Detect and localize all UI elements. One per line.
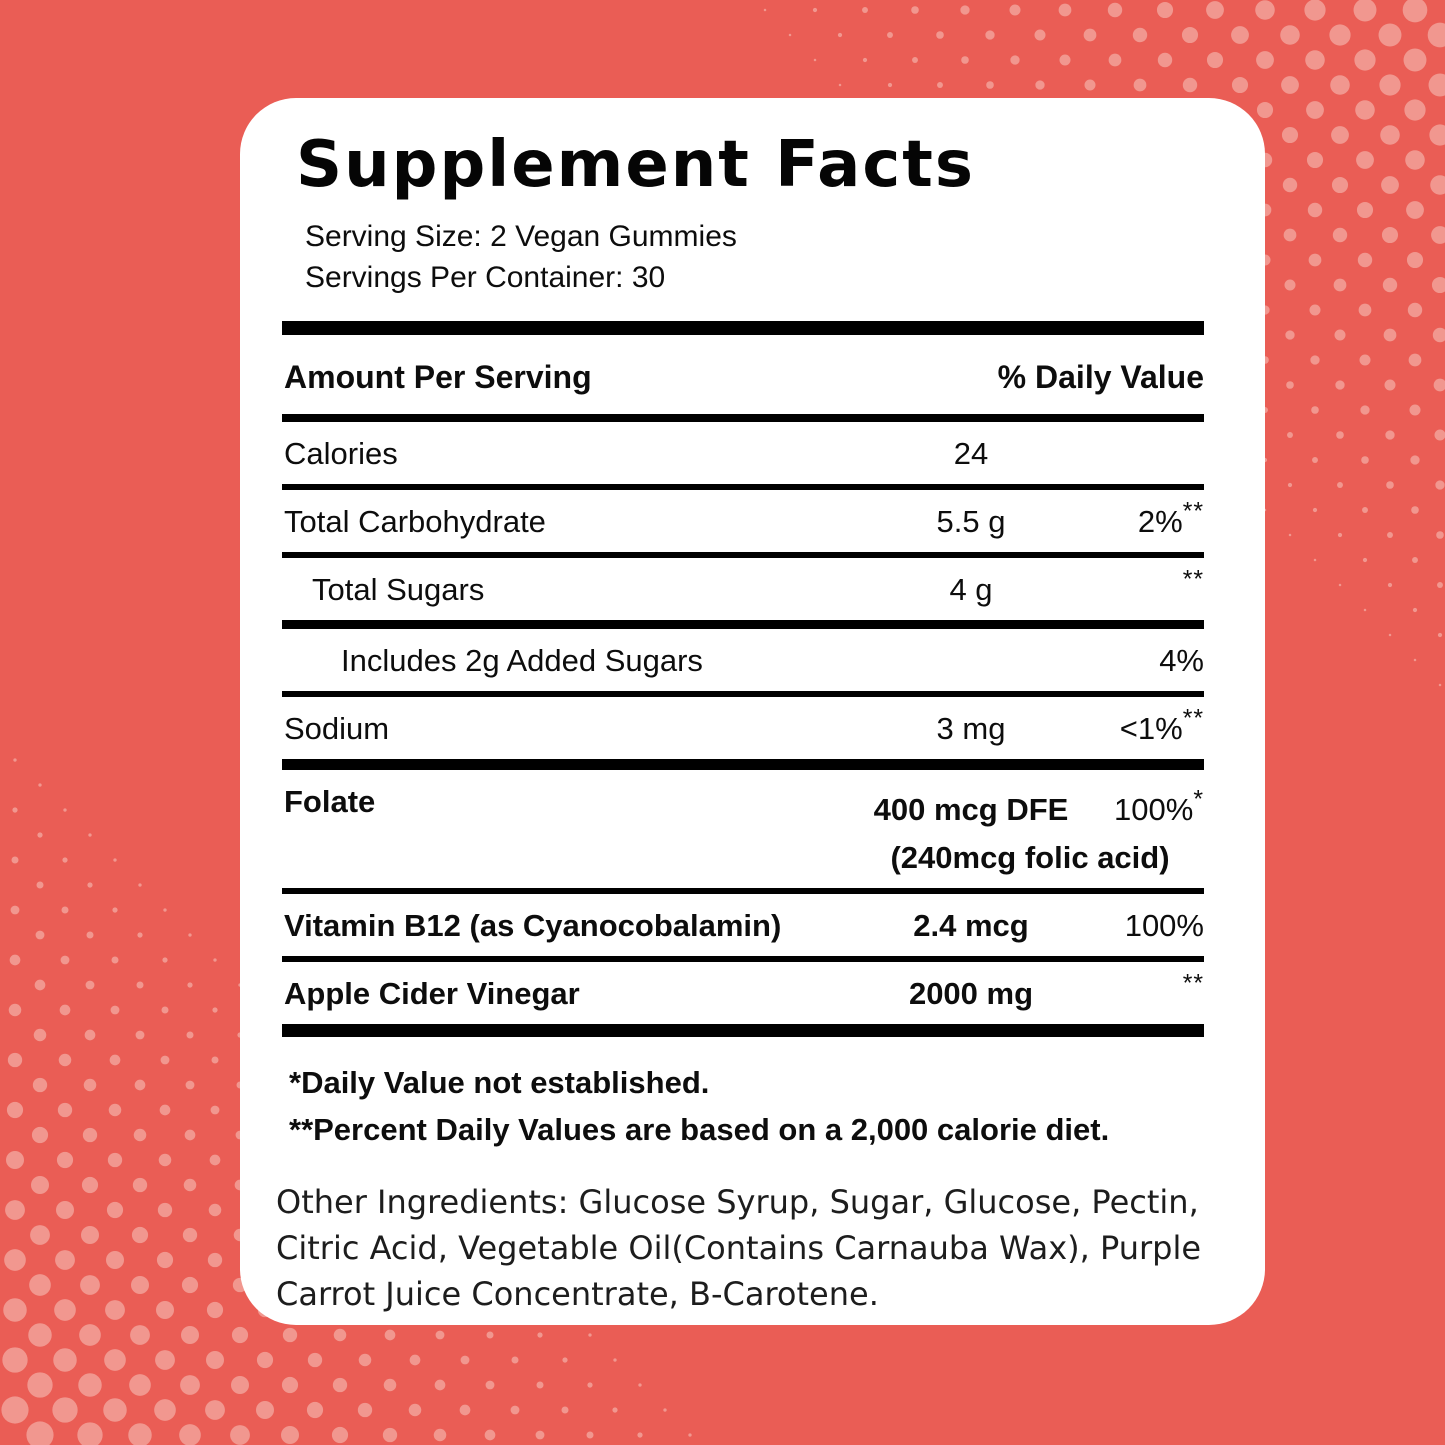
- dv-footnote-marker: *: [1193, 786, 1204, 814]
- nutrient-dv: 2%**: [1086, 500, 1204, 540]
- page-title: Supplement Facts: [296, 128, 975, 202]
- serving-info: Serving Size: 2 Vegan Gummies Servings P…: [305, 216, 1204, 298]
- nutrient-amount-block: 400 mcg DFE 100%* (240mcg folic acid): [856, 788, 1204, 876]
- dv-value: 2%: [1137, 504, 1183, 539]
- nutrient-name: Includes 2g Added Sugars: [341, 643, 703, 678]
- other-ingredients-text: Other Ingredients: Glucose Syrup, Sugar,…: [276, 1183, 1202, 1313]
- footnotes: *Daily Value not established. **Percent …: [289, 1059, 1204, 1153]
- dv-footnote-marker: **: [1182, 705, 1204, 733]
- nutrient-dv: 100%*: [1086, 788, 1204, 828]
- dv-value: 100%: [1114, 792, 1194, 827]
- nutrient-amount-line: 400 mcg DFE 100%*: [856, 788, 1204, 828]
- nutrient-name: Total Sugars: [312, 572, 485, 607]
- nutrient-dv: <1%**: [1086, 707, 1204, 747]
- amount-per-serving-header: Amount Per Serving: [284, 359, 592, 395]
- nutrient-amount: 2000 mg: [908, 976, 1034, 1011]
- dv-footnote-marker: **: [1182, 970, 1204, 998]
- serving-size-text: Serving Size: 2 Vegan Gummies: [305, 220, 737, 253]
- table-row: Calories 24: [282, 422, 1204, 490]
- nutrient-amount: 2.4 mcg: [913, 908, 1029, 943]
- table-row: Total Carbohydrate 5.5 g 2%**: [282, 490, 1204, 558]
- nutrient-dv: 4%: [1086, 643, 1204, 679]
- dv-footnote-marker: **: [1182, 566, 1204, 594]
- nutrient-amount: 4 g: [949, 572, 993, 607]
- table-row: Folate 400 mcg DFE 100%* (240mcg folic acid…: [282, 770, 1204, 894]
- dv-value: 100%: [1124, 908, 1204, 943]
- nutrient-rows: Calories 24 Total Carbohydrate 5.5 g 2%** Tot…: [282, 422, 1204, 1037]
- table-header-row: Amount Per Serving % Daily Value: [282, 335, 1204, 422]
- nutrient-amount: 3 mg: [936, 711, 1006, 746]
- nutrient-name: Total Carbohydrate: [284, 504, 546, 539]
- daily-value-header: % Daily Value: [997, 359, 1204, 395]
- footnote-dv-not-established: *Daily Value not established.: [289, 1065, 710, 1100]
- nutrient-name: Sodium: [284, 711, 390, 746]
- footnote-percent-dv: **Percent Daily Values are based on a 2,…: [289, 1112, 1110, 1147]
- thick-divider-top: [282, 321, 1204, 335]
- nutrient-name: Vitamin B12 (as Cyanocobalamin): [284, 908, 782, 943]
- nutrient-dv: 100%: [1086, 908, 1204, 944]
- servings-per-container-text: Servings Per Container: 30: [305, 261, 666, 294]
- nutrient-name: Apple Cider Vinegar: [284, 976, 580, 1011]
- nutrient-dv: **: [1086, 972, 1204, 1012]
- nutrient-amount-note: (240mcg folic acid): [890, 840, 1170, 875]
- table-row: Vitamin B12 (as Cyanocobalamin) 2.4 mcg 10…: [282, 894, 1204, 962]
- table-row: Total Sugars 4 g **: [282, 558, 1204, 629]
- dv-value: 4%: [1159, 643, 1204, 678]
- dv-footnote-marker: **: [1182, 498, 1204, 526]
- nutrient-amount: 24: [953, 436, 989, 471]
- supplement-facts-panel: Supplement Facts Serving Size: 2 Vegan G…: [240, 98, 1265, 1325]
- nutrient-dv: **: [1086, 568, 1204, 608]
- nutrient-amount: 400 mcg DFE: [873, 792, 1069, 827]
- dv-value: <1%: [1119, 711, 1183, 746]
- nutrient-name: Calories: [284, 436, 398, 471]
- table-row: Apple Cider Vinegar 2000 mg **: [282, 962, 1204, 1037]
- table-row: Includes 2g Added Sugars 4%: [282, 629, 1204, 697]
- nutrient-name: Folate: [284, 784, 376, 819]
- table-row: Sodium 3 mg <1%**: [282, 697, 1204, 770]
- nutrient-amount: 5.5 g: [936, 504, 1006, 539]
